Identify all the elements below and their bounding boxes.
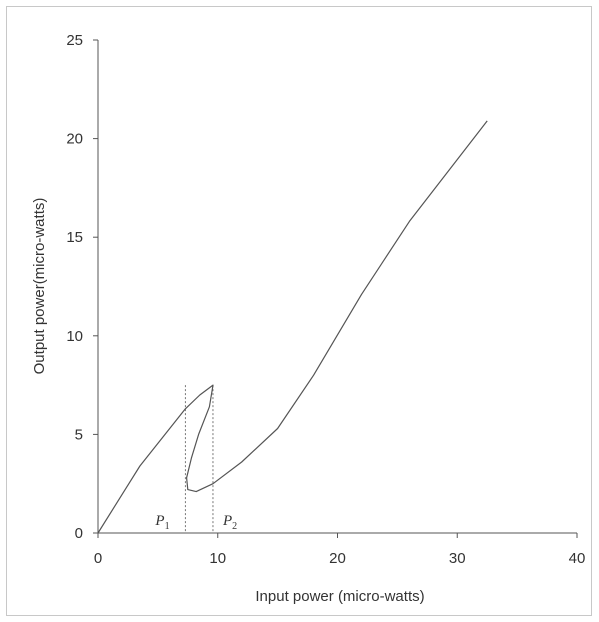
- threshold-label-p2: P2: [222, 513, 237, 532]
- chart-frame: [6, 6, 592, 616]
- y-tick-label: 0: [75, 525, 83, 542]
- threshold-label-p1: P1: [154, 513, 169, 532]
- y-tick-label: 5: [75, 426, 83, 443]
- x-tick-label: 40: [569, 550, 586, 567]
- x-tick-label: 0: [94, 550, 102, 567]
- y-tick-label: 10: [66, 328, 83, 345]
- x-tick-label: 10: [209, 550, 226, 567]
- series-line-0: [97, 120, 488, 534]
- y-tick-label: 25: [66, 32, 83, 49]
- x-tick-label: 30: [449, 550, 466, 567]
- y-axis-title: Output power(micro-watts): [31, 198, 48, 375]
- x-axis-title: Input power (micro-watts): [255, 588, 424, 605]
- y-tick-label: 15: [66, 229, 83, 246]
- y-tick-label: 20: [66, 131, 83, 148]
- x-tick-label: 20: [329, 550, 346, 567]
